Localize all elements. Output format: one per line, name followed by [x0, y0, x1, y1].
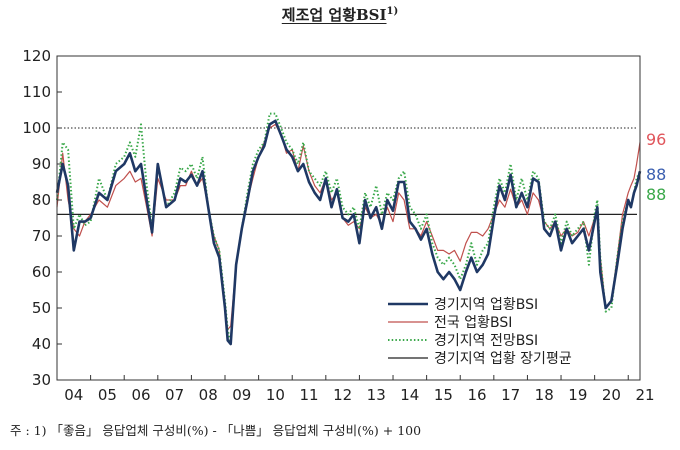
y-tick-label: 80 [32, 191, 51, 209]
series-lines [55, 112, 642, 346]
footnote: 주 : 1) 「좋음」 응답업체 구성비(%) - 「나쁨」 응답업체 구성비(… [10, 423, 422, 438]
x-tick-label: 07 [165, 386, 184, 404]
series-gyeonggi-current [55, 119, 642, 346]
chart-title-footnote-mark: 1) [386, 6, 399, 17]
x-tick-label: 04 [64, 386, 83, 404]
x-tick-label: 19 [568, 386, 587, 404]
x-tick-label: 21 [635, 386, 654, 404]
bsi-line-chart: 30 40 50 60 70 80 90 100 110 120 04 05 06 07 08 09 10 11… [22, 47, 666, 404]
y-tick-label: 40 [32, 335, 51, 353]
x-tick-label: 15 [434, 386, 453, 404]
y-tick-label: 70 [32, 227, 51, 245]
end-value-label: 88 [646, 165, 666, 184]
legend-label: 전국 업황BSI [434, 315, 512, 331]
x-tick-label: 20 [602, 386, 621, 404]
y-tick-label: 110 [22, 83, 51, 101]
legend-label: 경기지역 전망BSI [434, 333, 538, 349]
legend-label: 경기지역 업황 장기평균 [434, 351, 572, 367]
x-tick-label: 10 [266, 386, 285, 404]
x-tick-label: 16 [467, 386, 486, 404]
y-tick-label: 60 [32, 263, 51, 281]
chart-title: 제조업 업황BSI1) [0, 4, 680, 25]
end-value-label: 96 [646, 130, 666, 149]
x-tick-label: 11 [299, 386, 318, 404]
legend-label: 경기지역 업황BSI [434, 297, 538, 313]
x-tick-label: 12 [333, 386, 352, 404]
reference-lines [57, 127, 637, 215]
y-tick-label: 90 [32, 155, 51, 173]
y-tick-label: 100 [22, 119, 51, 137]
end-value-label: 88 [646, 185, 666, 204]
plot-area-frame [56, 55, 641, 381]
chart-title-text: 제조업 업황BSI [281, 6, 387, 24]
x-tick-label: 06 [131, 386, 150, 404]
legend: 경기지역 업황BSI 전국 업황BSI 경기지역 전망BSI 경기지역 업황 장기평균 [388, 297, 572, 367]
x-tick-label: 08 [199, 386, 218, 404]
y-tick-label: 120 [22, 47, 51, 65]
x-axis-ticks: 04 05 06 07 08 09 10 11 12 13 14 15 16 17 18 19 20 21 [56, 375, 655, 404]
x-tick-label: 13 [367, 386, 386, 404]
y-tick-label: 50 [32, 299, 51, 317]
series-gyeonggi-outlook [56, 112, 641, 345]
x-tick-label: 17 [501, 386, 520, 404]
x-tick-label: 05 [98, 386, 117, 404]
x-tick-label: 18 [535, 386, 554, 404]
x-tick-label: 09 [232, 386, 251, 404]
x-tick-label: 14 [400, 386, 419, 404]
y-tick-label: 30 [32, 371, 51, 389]
y-axis-ticks: 30 40 50 60 70 80 90 100 110 120 [22, 47, 62, 389]
